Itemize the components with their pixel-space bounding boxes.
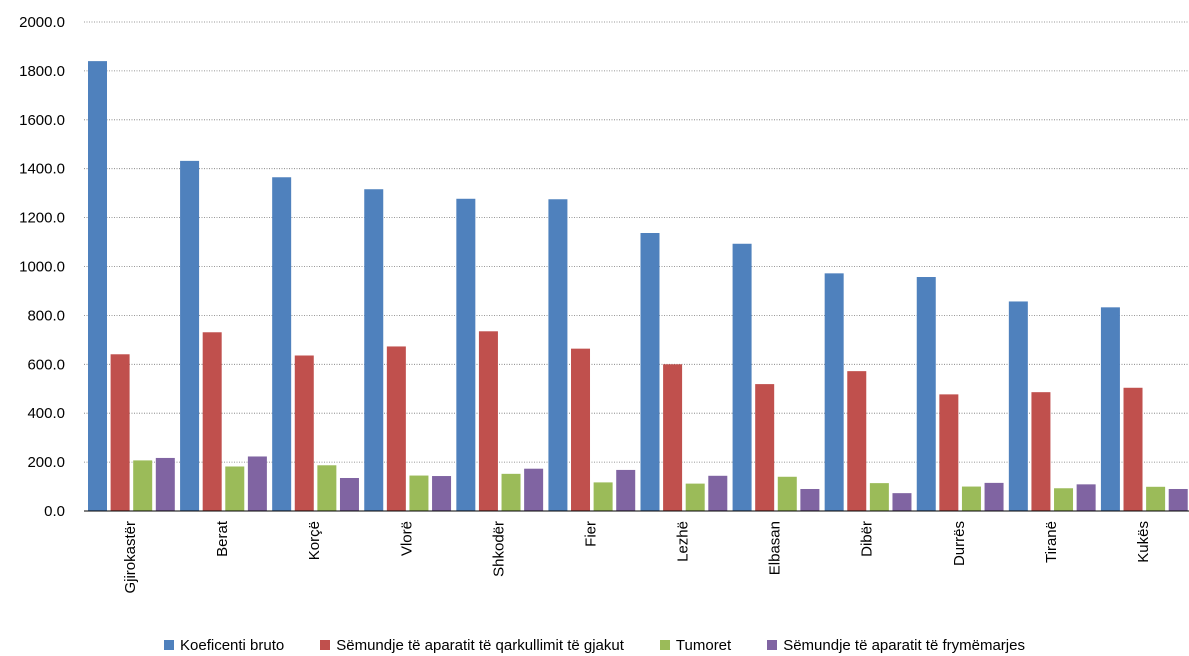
y-tick-label: 0.0 — [44, 503, 65, 520]
bar — [892, 493, 912, 511]
bar — [1123, 387, 1143, 511]
bar — [110, 354, 130, 511]
gridlines — [84, 21, 1189, 463]
bar — [247, 456, 267, 511]
x-tick-label: Dibër — [859, 521, 876, 557]
legend: Koeficenti bruto Sëmundje të aparatit të … — [0, 634, 1189, 656]
x-tick-label: Elbasan — [767, 521, 784, 575]
bar — [1076, 484, 1096, 511]
x-tick-label: Durrës — [951, 521, 968, 566]
bar — [1054, 488, 1074, 511]
bar — [317, 465, 337, 511]
bar-chart: 0.0 200.0 400.0 600.0 800.0 1000.0 1200.0 1400.… — [19, 14, 1189, 594]
bar — [1031, 392, 1051, 511]
bar — [593, 482, 613, 511]
bar — [1168, 488, 1188, 511]
bar — [456, 198, 476, 511]
x-tick-label: Berat — [214, 520, 231, 557]
x-tick-label: Gjirokastër — [122, 521, 139, 594]
legend-item: Sëmundje të aparatit të qarkullimit të g… — [320, 637, 624, 654]
bar — [685, 483, 705, 511]
x-tick-label: Korçë — [306, 521, 323, 560]
bar — [916, 277, 936, 511]
legend-swatch — [659, 640, 670, 650]
bar — [732, 243, 752, 511]
bar — [202, 332, 222, 511]
bar — [339, 477, 359, 511]
legend-label: Sëmundje të aparatit të qarkullimit të g… — [336, 636, 624, 654]
bar — [755, 384, 775, 511]
y-tick-label: 1000.0 — [19, 259, 65, 276]
legend-item: Sëmundje të aparatit të frymëmarjes — [767, 637, 1025, 654]
x-tick-label: Tiranë — [1043, 521, 1060, 563]
bar — [478, 331, 498, 511]
bar — [364, 189, 384, 511]
bar — [616, 469, 636, 511]
bar — [272, 177, 292, 511]
bar — [409, 475, 429, 511]
y-axis-ticks: 0.0 200.0 400.0 600.0 800.0 1000.0 1200.0 1400.… — [19, 14, 65, 520]
bar — [133, 460, 153, 511]
x-tick-label: Lezhë — [675, 521, 692, 562]
x-tick-label: Kukës — [1135, 521, 1152, 563]
legend-swatch — [767, 640, 778, 650]
y-tick-label: 1400.0 — [19, 161, 65, 178]
bar — [180, 160, 200, 511]
legend-swatch — [320, 640, 331, 650]
bar — [800, 488, 820, 511]
legend-label: Sëmundje të aparatit të frymëmarjes — [783, 636, 1025, 654]
x-tick-label: Fier — [582, 521, 599, 547]
bars — [88, 61, 1188, 512]
bar — [225, 466, 245, 511]
bar — [88, 61, 107, 512]
x-tick-label: Vlorë — [398, 521, 415, 556]
y-tick-label: 200.0 — [27, 454, 65, 471]
bar — [1100, 307, 1120, 511]
bar — [939, 394, 959, 511]
y-tick-label: 1800.0 — [19, 63, 65, 80]
bar — [524, 468, 544, 511]
x-axis-labels: Gjirokastër Berat Korçë Vlorë Shkodër Fier Lez… — [122, 520, 1152, 593]
bar — [294, 355, 314, 511]
legend-label: Tumoret — [675, 636, 732, 654]
bar — [847, 371, 867, 511]
bar — [984, 482, 1004, 511]
bar — [386, 346, 406, 511]
legend-label: Koeficenti bruto — [180, 636, 285, 654]
bar — [708, 475, 728, 511]
y-tick-label: 2000.0 — [19, 14, 65, 31]
bar — [501, 473, 521, 511]
bar — [663, 364, 683, 511]
bar — [824, 273, 844, 511]
x-tick-label: Shkodër — [490, 521, 507, 577]
legend-item: Koeficenti bruto — [164, 637, 284, 654]
legend-item: Tumoret — [659, 636, 732, 654]
bar — [548, 199, 568, 511]
y-tick-label: 1200.0 — [19, 210, 65, 227]
bar — [640, 233, 660, 512]
bar — [155, 457, 175, 511]
bar — [1008, 301, 1028, 511]
bar — [1146, 486, 1166, 511]
y-tick-label: 600.0 — [27, 356, 65, 373]
y-tick-label: 800.0 — [27, 307, 65, 324]
bar — [432, 476, 452, 511]
bar — [869, 483, 889, 511]
bar — [571, 348, 591, 511]
legend-swatch — [164, 640, 175, 650]
y-tick-label: 400.0 — [27, 405, 65, 422]
bar — [777, 476, 797, 511]
bar — [961, 486, 981, 511]
y-tick-label: 1600.0 — [19, 112, 65, 129]
